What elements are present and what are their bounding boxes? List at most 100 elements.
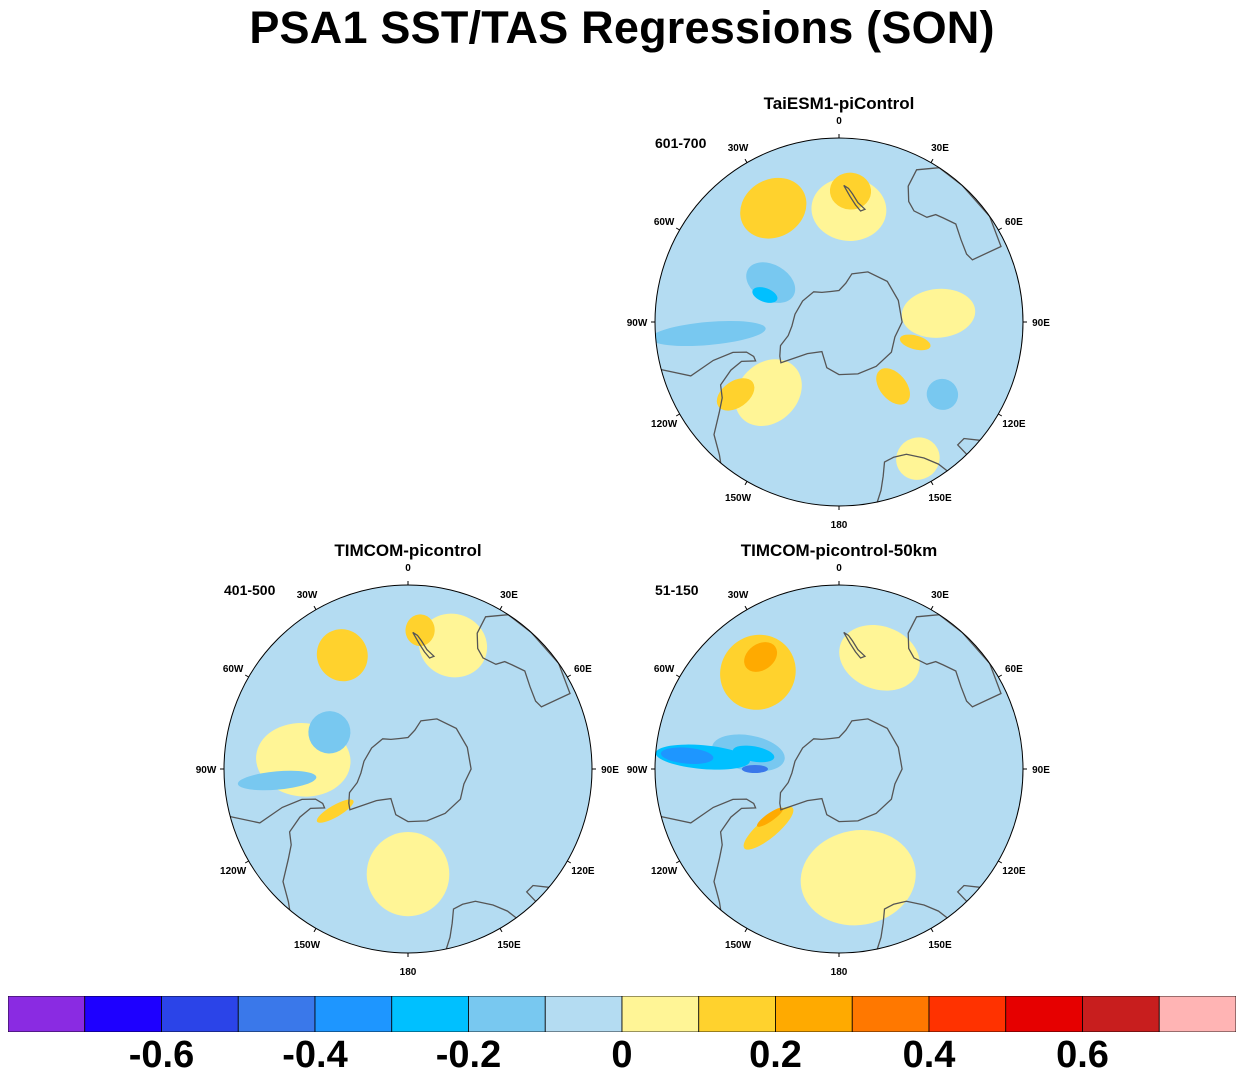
lon-tick (930, 481, 934, 486)
anomaly-region (308, 711, 351, 754)
anomaly-region (901, 288, 976, 338)
colorbar-tick-label: -0.4 (282, 1034, 348, 1076)
lon-tick (244, 860, 249, 864)
colorbar-swatch (84, 996, 162, 1032)
lon-label: 60W (654, 664, 675, 675)
panel-title: TaiESM1-piControl (763, 94, 915, 113)
anomaly-region (839, 625, 920, 691)
lon-tick (744, 481, 748, 486)
lon-label: 60W (654, 217, 675, 228)
africa-coastline (445, 900, 517, 950)
panel-period: 601-700 (655, 135, 707, 151)
anomaly-region (418, 613, 488, 678)
colorbar-swatch (698, 996, 776, 1032)
lon-tick (930, 158, 934, 163)
lon-tick (744, 158, 748, 163)
lon-label: 120W (220, 866, 247, 877)
anomaly-region (899, 334, 931, 351)
new-zealand-coastline (412, 631, 436, 659)
ocean-background (224, 585, 592, 953)
lon-tick (313, 928, 317, 933)
lon-label: 150E (928, 940, 952, 951)
lon-label: 30W (728, 143, 749, 154)
lon-tick (499, 605, 503, 610)
lon-label: 150E (928, 493, 952, 504)
anomaly-region (896, 437, 940, 480)
africa-coastline (876, 900, 948, 950)
panel-title: TIMCOM-picontrol (334, 541, 482, 560)
lon-label: 60E (574, 664, 592, 675)
polar-map: 0 30E 60E 90E 120E 150E 180 150W 120W 90W 60W 30W (188, 549, 628, 989)
lon-tick (499, 928, 503, 933)
figure-title: PSA1 SST/TAS Regressions (SON) (249, 2, 995, 53)
anomaly-region (655, 320, 766, 347)
lon-tick (930, 928, 934, 933)
anomaly-region (741, 765, 768, 773)
lon-tick (998, 860, 1003, 864)
colorbar-tick-label: 0.4 (902, 1034, 956, 1076)
anomaly-region (740, 177, 807, 239)
anomaly-region (876, 368, 910, 405)
panel-title: TIMCOM-picontrol-50km (740, 541, 938, 560)
lon-tick (744, 928, 748, 933)
lon-label: 120E (571, 866, 595, 877)
lon-label: 30E (931, 590, 949, 601)
colorbar-swatch (1082, 996, 1160, 1032)
lon-label: 60E (1005, 664, 1023, 675)
anomaly-region (756, 807, 784, 827)
antarctica-coastline (348, 718, 472, 823)
anomaly-region (752, 287, 778, 303)
colorbar-swatch (314, 996, 393, 1032)
antarctica-coastline (779, 718, 903, 823)
map-svg: 0 30E 60E 90E 120E 150E 180 150W 120W 90W 60W 30W (627, 116, 1051, 531)
colorbar-tick-label: -0.6 (128, 1034, 195, 1076)
colorbar-swatch (391, 996, 469, 1032)
new-zealand-coastline (843, 631, 867, 659)
colorbar-swatch (775, 996, 853, 1032)
lon-label: 90E (1032, 318, 1050, 329)
colorbar-swatch (544, 996, 623, 1032)
lon-label: 60W (223, 664, 244, 675)
new-zealand-coastline (843, 184, 867, 212)
lon-label: 120E (1002, 419, 1026, 430)
lon-tick (675, 674, 680, 678)
australia-coastline (907, 167, 1002, 261)
anomaly-region (405, 614, 435, 646)
lon-label: 30E (500, 590, 518, 601)
lon-label: 90W (627, 765, 648, 776)
lon-label: 0 (405, 563, 411, 574)
madagascar-coastline (956, 437, 981, 455)
australia-coastline (907, 614, 1002, 708)
madagascar-coastline (525, 884, 550, 902)
lon-tick (998, 227, 1003, 231)
anomaly-region (237, 770, 317, 791)
lon-label: 90E (601, 765, 619, 776)
antarctica-coastline (779, 271, 903, 376)
lon-label: 120W (651, 419, 678, 430)
lon-label: 150W (725, 940, 752, 951)
lon-tick (567, 860, 572, 864)
lon-label: 180 (400, 967, 417, 978)
colorbar (8, 996, 1236, 1032)
anomaly-region (366, 832, 450, 917)
lon-tick (930, 605, 934, 610)
polar-map: 0 30E 60E 90E 120E 150E 180 150W 120W 90W 60W 30W (619, 102, 1059, 542)
lon-tick (675, 860, 680, 864)
lon-tick (675, 227, 680, 231)
lon-label: 90W (627, 318, 648, 329)
lon-tick (313, 605, 317, 610)
polar-map: 0 30E 60E 90E 120E 150E 180 150W 120W 90W 60W 30W (619, 549, 1059, 989)
anomaly-region (743, 806, 794, 850)
panel-period: 51-150 (655, 582, 699, 598)
lon-tick (675, 413, 680, 417)
south-america-coastline (230, 798, 326, 911)
lon-tick (744, 605, 748, 610)
madagascar-coastline (956, 884, 981, 902)
colorbar-swatch (1158, 996, 1236, 1032)
south-america-coastline (661, 798, 757, 911)
africa-coastline (876, 453, 948, 503)
panel-period: 401-500 (224, 582, 276, 598)
lon-label: 60E (1005, 217, 1023, 228)
anomaly-region (316, 799, 354, 823)
lon-tick (244, 674, 249, 678)
